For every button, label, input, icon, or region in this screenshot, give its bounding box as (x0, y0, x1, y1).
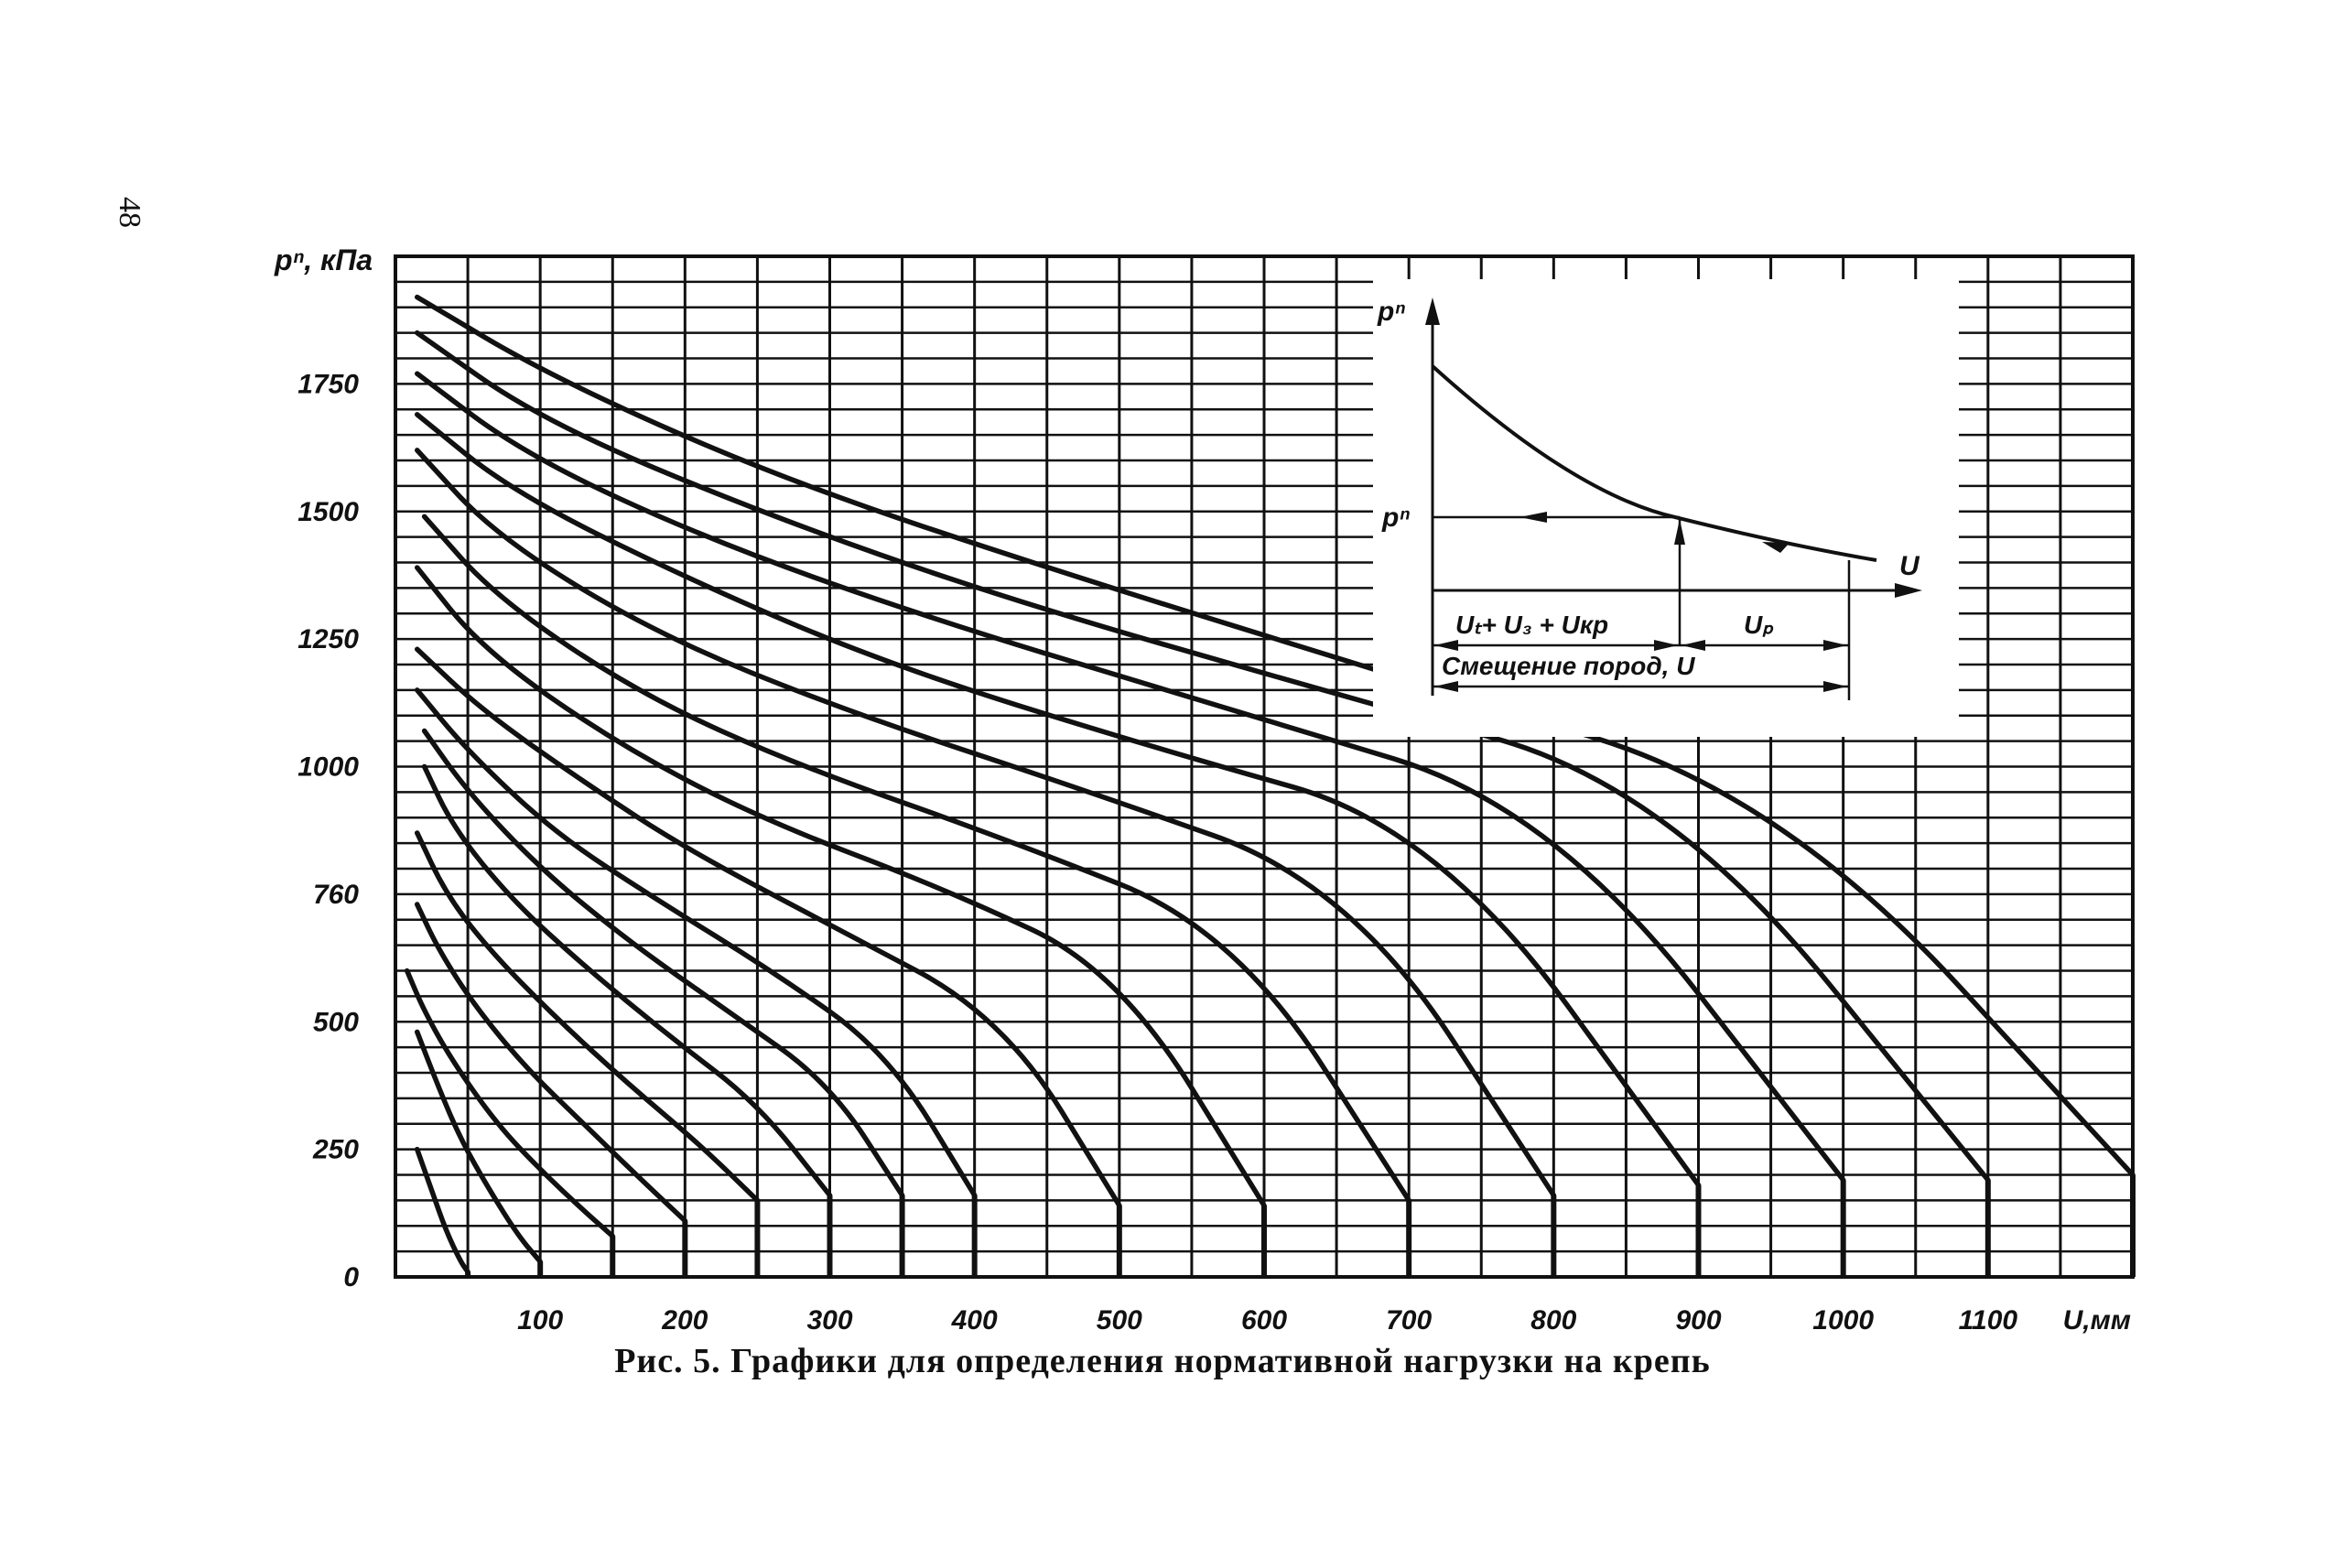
figure-caption: Рис. 5. Графики для определения норматив… (614, 1342, 1711, 1380)
x-tick-label: 900 (1675, 1305, 1721, 1336)
y-tick-label: 760 (313, 880, 359, 910)
series-line (414, 646, 1122, 1208)
series-line (414, 830, 761, 1204)
y-tick-label: 1500 (297, 497, 359, 527)
x-tick-label: 300 (806, 1305, 852, 1336)
series-line (414, 294, 2136, 1178)
inset-dim-arrow-icon (1434, 681, 1458, 692)
x-tick-label: 700 (1386, 1305, 1432, 1336)
inset-pn-arrow-icon (1519, 512, 1547, 523)
inset-x-axis-label: U (1899, 551, 1920, 581)
y-tick-label: 0 (343, 1262, 359, 1292)
inset-dim-arrow-icon (1823, 640, 1847, 651)
series-line (414, 330, 1991, 1183)
inset-y-axis-label: pⁿ (1377, 297, 1405, 327)
inset-dim-arrow-icon (1654, 640, 1678, 651)
series-line (414, 448, 1557, 1198)
x-tick-label: 200 (661, 1305, 708, 1336)
series-line (414, 902, 688, 1224)
inset-vertical-arrow-icon (1674, 519, 1685, 545)
series-line (414, 1146, 470, 1275)
series-line (414, 371, 1846, 1183)
x-tick-label: 600 (1241, 1305, 1287, 1336)
inset-segment-right-label: Uₚ (1744, 611, 1774, 639)
inset-dim-arrow-icon (1682, 640, 1705, 651)
x-tick-label: 1000 (1812, 1305, 1874, 1336)
series-line (414, 687, 978, 1198)
y-tick-label: 1750 (297, 369, 359, 399)
x-tick-label: 100 (517, 1305, 563, 1336)
inset-dim-arrow-icon (1434, 640, 1458, 651)
inset-diagram: pⁿ pⁿ U Uₜ+ U₃ + Uкр Uₚ Смещение пород, U (1373, 279, 1959, 737)
series-line (421, 514, 1411, 1204)
inset-curve-arrow-icon (1762, 542, 1790, 553)
y-tick-label: 1250 (297, 624, 359, 654)
inset-background (1373, 279, 1959, 737)
inset-dim-arrow-icon (1823, 681, 1847, 692)
y-axis-label: pⁿ, кПа (274, 243, 373, 276)
inset-x-arrow-icon (1895, 583, 1922, 598)
x-axis-label: U,мм (2063, 1305, 2131, 1336)
series-line (414, 1029, 543, 1265)
y-tick-label: 1000 (297, 752, 359, 783)
series-lines (404, 294, 2136, 1277)
y-tick-label: 250 (312, 1135, 359, 1165)
inset-y-arrow-icon (1425, 297, 1440, 325)
series-line (414, 565, 1267, 1208)
series-line (414, 412, 1702, 1188)
inset-bottom-label: Смещение пород, U (1442, 652, 1695, 680)
inset-pn-label: pⁿ (1381, 503, 1410, 533)
axis-labels: 0 250 500 760 1000 1250 1500 1750 100 200 300 400 50… (274, 243, 2131, 1336)
y-tick-label: 500 (313, 1007, 359, 1037)
series-line (421, 728, 905, 1198)
inset-segment-left-label: Uₜ+ U₃ + Uкр (1455, 611, 1608, 639)
x-tick-label: 800 (1530, 1305, 1576, 1336)
series-line (404, 968, 615, 1239)
x-tick-label: 1100 (1959, 1305, 2018, 1336)
x-tick-label: 500 (1097, 1305, 1142, 1336)
series-line (421, 763, 833, 1198)
x-tick-label: 400 (951, 1305, 998, 1336)
